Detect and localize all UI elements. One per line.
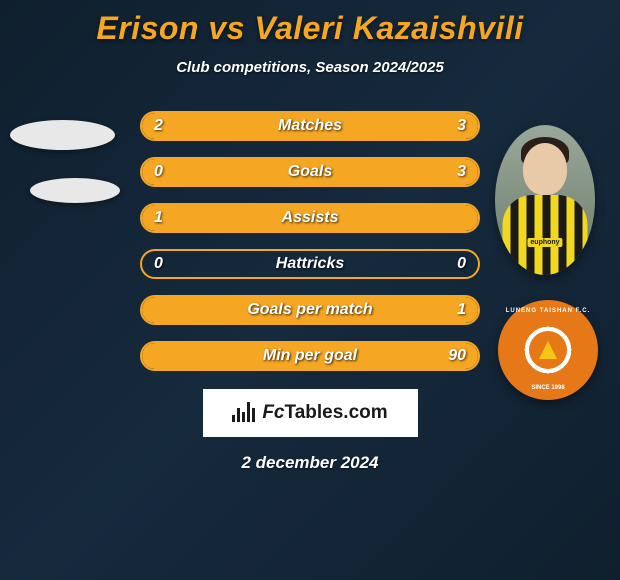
player1-club-placeholder bbox=[30, 178, 120, 203]
club-badge-name: LUNENG TAISHAN F.C. bbox=[501, 308, 595, 314]
player2-face bbox=[523, 143, 567, 195]
player2-sponsor: euphony bbox=[527, 238, 562, 247]
player2-avatar-area: euphony bbox=[495, 125, 595, 275]
stat-label: Min per goal bbox=[263, 347, 357, 365]
stat-value-left: 2 bbox=[154, 117, 163, 135]
stat-value-right: 1 bbox=[457, 301, 466, 319]
stat-value-left: 0 bbox=[154, 163, 163, 181]
stat-label: Goals bbox=[288, 163, 332, 181]
stat-row: Goals per match 1 bbox=[140, 295, 480, 325]
subtitle: Club competitions, Season 2024/2025 bbox=[0, 59, 620, 76]
stat-value-left: 1 bbox=[154, 209, 163, 227]
fctables-logo[interactable]: FcTables.com bbox=[203, 389, 418, 437]
player2-jersey bbox=[503, 195, 588, 275]
club-badge-center-icon bbox=[529, 331, 567, 369]
player2-photo: euphony bbox=[495, 125, 595, 275]
mountain-icon bbox=[539, 341, 557, 359]
chart-icon bbox=[232, 402, 258, 424]
player2-club-badge: LUNENG TAISHAN F.C. SINCE 1998 bbox=[498, 300, 598, 400]
stat-row: 1 Assists bbox=[140, 203, 480, 233]
stat-label: Hattricks bbox=[276, 255, 344, 273]
stat-value-left: 0 bbox=[154, 255, 163, 273]
logo-text: FcTables.com bbox=[262, 402, 387, 424]
stat-value-right: 3 bbox=[457, 163, 466, 181]
stat-label: Goals per match bbox=[247, 301, 372, 319]
player1-avatar-area bbox=[10, 120, 120, 203]
stat-row: 2 Matches 3 bbox=[140, 111, 480, 141]
stat-value-right: 3 bbox=[457, 117, 466, 135]
stat-row: Min per goal 90 bbox=[140, 341, 480, 371]
stat-row: 0 Goals 3 bbox=[140, 157, 480, 187]
stat-label: Matches bbox=[278, 117, 342, 135]
stat-value-right: 90 bbox=[448, 347, 466, 365]
date-text: 2 december 2024 bbox=[0, 453, 620, 473]
stat-row: 0 Hattricks 0 bbox=[140, 249, 480, 279]
stat-value-right: 0 bbox=[457, 255, 466, 273]
club-badge-since: SINCE 1998 bbox=[501, 385, 595, 391]
player1-avatar-placeholder bbox=[10, 120, 115, 150]
stat-label: Assists bbox=[282, 209, 339, 227]
page-title: Erison vs Valeri Kazaishvili bbox=[0, 0, 620, 47]
